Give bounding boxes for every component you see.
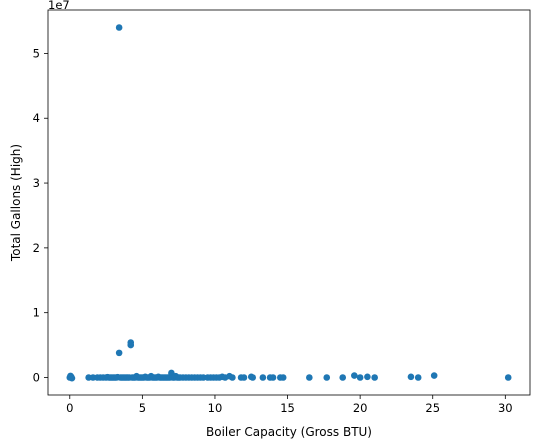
data-point [279, 374, 287, 381]
data-point [339, 374, 347, 381]
x-tick-label: 15 [280, 401, 295, 415]
y-tick-label: 1 [33, 306, 40, 320]
x-tick-label: 30 [498, 401, 513, 415]
x-axis-label: Boiler Capacity (Gross BTU) [206, 425, 372, 439]
data-point [430, 372, 438, 379]
data-point [115, 24, 123, 31]
data-point [351, 372, 358, 379]
x-tick-label: 10 [208, 401, 223, 415]
y-axis-label: Total Gallons (High) [9, 144, 23, 262]
data-point [414, 374, 422, 381]
data-point [504, 374, 512, 381]
x-tick-label: 0 [66, 401, 73, 415]
plot-frame [47, 9, 531, 396]
y-tick-label: 2 [33, 241, 40, 255]
data-point [269, 374, 277, 381]
y-ticks: 0 1 2 3 4 5 [33, 46, 48, 385]
data-point [229, 374, 236, 381]
data-point [407, 373, 415, 381]
data-point [68, 374, 76, 382]
data-point [259, 374, 267, 381]
data-point [356, 374, 364, 381]
data-point [306, 374, 313, 381]
x-tick-label: 20 [353, 401, 368, 415]
data-point [240, 374, 248, 381]
y-tick-label: 5 [33, 46, 40, 60]
points-layer [66, 24, 512, 382]
data-point [127, 341, 135, 349]
x-ticks: 0 5 10 15 20 25 30 [66, 395, 513, 415]
data-point [249, 374, 256, 381]
y-tick-label: 0 [33, 371, 40, 385]
data-point [115, 349, 123, 357]
y-offset-label: 1e7 [48, 0, 70, 12]
data-point [371, 374, 378, 381]
y-tick-label: 3 [33, 176, 40, 190]
x-tick-label: 5 [139, 401, 146, 415]
data-point [364, 373, 371, 381]
x-tick-label: 25 [425, 401, 440, 415]
y-tick-label: 4 [33, 111, 40, 125]
data-point [323, 374, 331, 381]
